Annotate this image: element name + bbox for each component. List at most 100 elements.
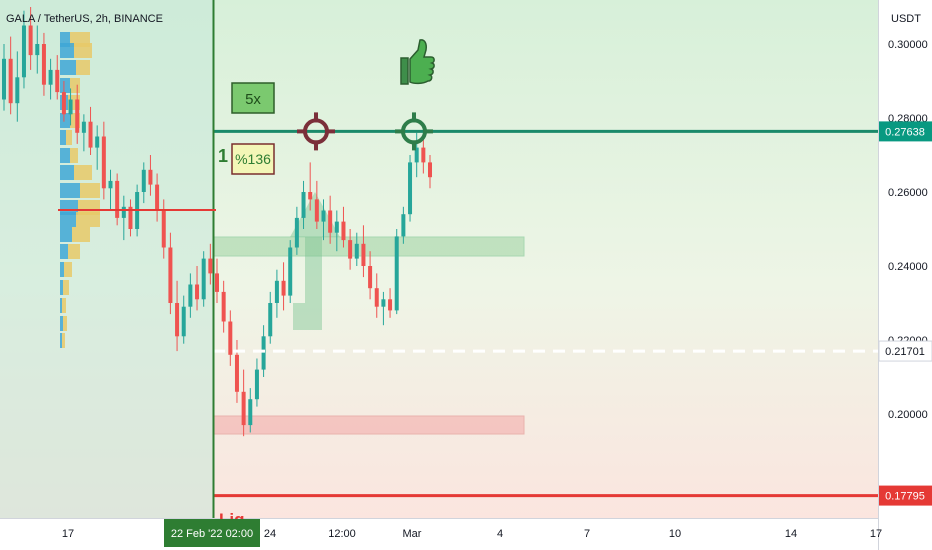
candle bbox=[75, 84, 80, 144]
candle bbox=[141, 162, 146, 204]
candle bbox=[81, 114, 86, 152]
candle-body bbox=[155, 184, 160, 211]
candle bbox=[394, 229, 399, 315]
candle-body bbox=[388, 299, 393, 311]
volume-bar-buy bbox=[60, 280, 63, 295]
volume-bar-buy bbox=[60, 148, 70, 163]
x-tick-label: 10 bbox=[669, 528, 681, 540]
volume-bar-buy bbox=[60, 244, 68, 259]
candle-body bbox=[175, 303, 180, 337]
candle bbox=[321, 199, 326, 241]
volume-bar-sell bbox=[70, 113, 80, 128]
volume-bar-sell bbox=[62, 298, 66, 313]
candle-body bbox=[101, 136, 106, 189]
x-tick-label: Mar bbox=[403, 528, 422, 540]
candle-body bbox=[381, 299, 386, 307]
candle bbox=[168, 232, 173, 315]
volume-bar-buy bbox=[60, 183, 80, 198]
candle bbox=[334, 210, 339, 252]
candle bbox=[274, 269, 279, 318]
candle-body bbox=[368, 266, 373, 289]
price-label-text: 0.27638 bbox=[885, 126, 925, 138]
candle-body bbox=[354, 243, 359, 259]
volume-bar-sell bbox=[63, 280, 69, 295]
candle bbox=[28, 7, 33, 70]
candle-body bbox=[35, 44, 40, 56]
volume-bar-sell bbox=[66, 130, 72, 145]
leverage-box bbox=[231, 82, 275, 114]
candle bbox=[401, 206, 406, 244]
candle bbox=[281, 262, 286, 311]
gain-label: %136 bbox=[231, 143, 275, 175]
candle bbox=[155, 173, 160, 222]
volume-bar-buy bbox=[60, 200, 78, 215]
candle bbox=[361, 225, 366, 278]
time-axis-panel bbox=[0, 518, 932, 550]
candle-body bbox=[234, 354, 239, 392]
x-tick-label: 17 bbox=[870, 528, 882, 540]
candle-body bbox=[321, 210, 326, 222]
volume-bar-sell bbox=[70, 148, 78, 163]
candle bbox=[215, 258, 219, 303]
candle-body bbox=[115, 180, 120, 218]
candle-body bbox=[195, 284, 200, 300]
candle bbox=[354, 232, 359, 266]
candle bbox=[428, 155, 432, 189]
candle-body bbox=[208, 258, 213, 274]
candle-body bbox=[268, 303, 273, 337]
candle-body bbox=[348, 240, 353, 259]
price-label-text: 0.21701 bbox=[885, 346, 925, 358]
candle bbox=[201, 251, 206, 307]
volume-bar-sell bbox=[70, 78, 80, 93]
candle bbox=[221, 280, 226, 333]
candle bbox=[61, 81, 66, 122]
target-crosshair-hit bbox=[395, 112, 433, 151]
candle bbox=[41, 32, 46, 96]
candle-body bbox=[221, 291, 226, 322]
candle-body bbox=[274, 280, 279, 303]
candle bbox=[88, 106, 93, 155]
candle-body bbox=[261, 336, 266, 370]
volume-bar-buy bbox=[60, 298, 62, 313]
volume-bar-buy bbox=[60, 165, 74, 180]
candle bbox=[341, 206, 346, 248]
candle-body bbox=[228, 321, 233, 355]
candle bbox=[368, 251, 373, 300]
x-highlight-label: 22 Feb '22 02:00 bbox=[164, 519, 260, 547]
price-label: 0.17795 bbox=[879, 485, 932, 506]
candle-body bbox=[108, 180, 113, 189]
level-lines bbox=[58, 0, 878, 518]
candle bbox=[374, 273, 379, 318]
candle bbox=[35, 25, 40, 74]
volume-bar-sell bbox=[62, 333, 65, 348]
candle bbox=[241, 369, 246, 437]
trend-arrow-shape bbox=[290, 192, 340, 330]
candle bbox=[381, 291, 386, 326]
candle-body bbox=[241, 391, 246, 426]
candle-body bbox=[314, 199, 319, 222]
candle-body bbox=[201, 258, 206, 300]
candle-body bbox=[2, 58, 6, 100]
candle-body bbox=[181, 306, 186, 337]
candle-body bbox=[215, 273, 219, 292]
candle bbox=[408, 155, 413, 222]
candle bbox=[328, 195, 333, 244]
volume-bar-sell bbox=[64, 262, 72, 277]
candle bbox=[68, 88, 73, 126]
candle-body bbox=[341, 221, 346, 241]
gain-box bbox=[231, 143, 275, 175]
chart-title: GALA / TetherUS, 2h, BINANCE bbox=[6, 13, 163, 25]
volume-bar-buy bbox=[60, 262, 64, 277]
volume-bar-buy bbox=[60, 43, 74, 58]
candle-body bbox=[41, 44, 46, 85]
candle-body bbox=[254, 369, 259, 400]
candle bbox=[268, 291, 273, 344]
candle bbox=[148, 155, 153, 196]
candle bbox=[254, 358, 259, 407]
target-crosshair-missed bbox=[297, 112, 335, 151]
y-tick-label: 0.24000 bbox=[888, 261, 928, 273]
volume-bar-sell bbox=[68, 244, 80, 259]
leverage-text: 5x bbox=[245, 91, 261, 108]
